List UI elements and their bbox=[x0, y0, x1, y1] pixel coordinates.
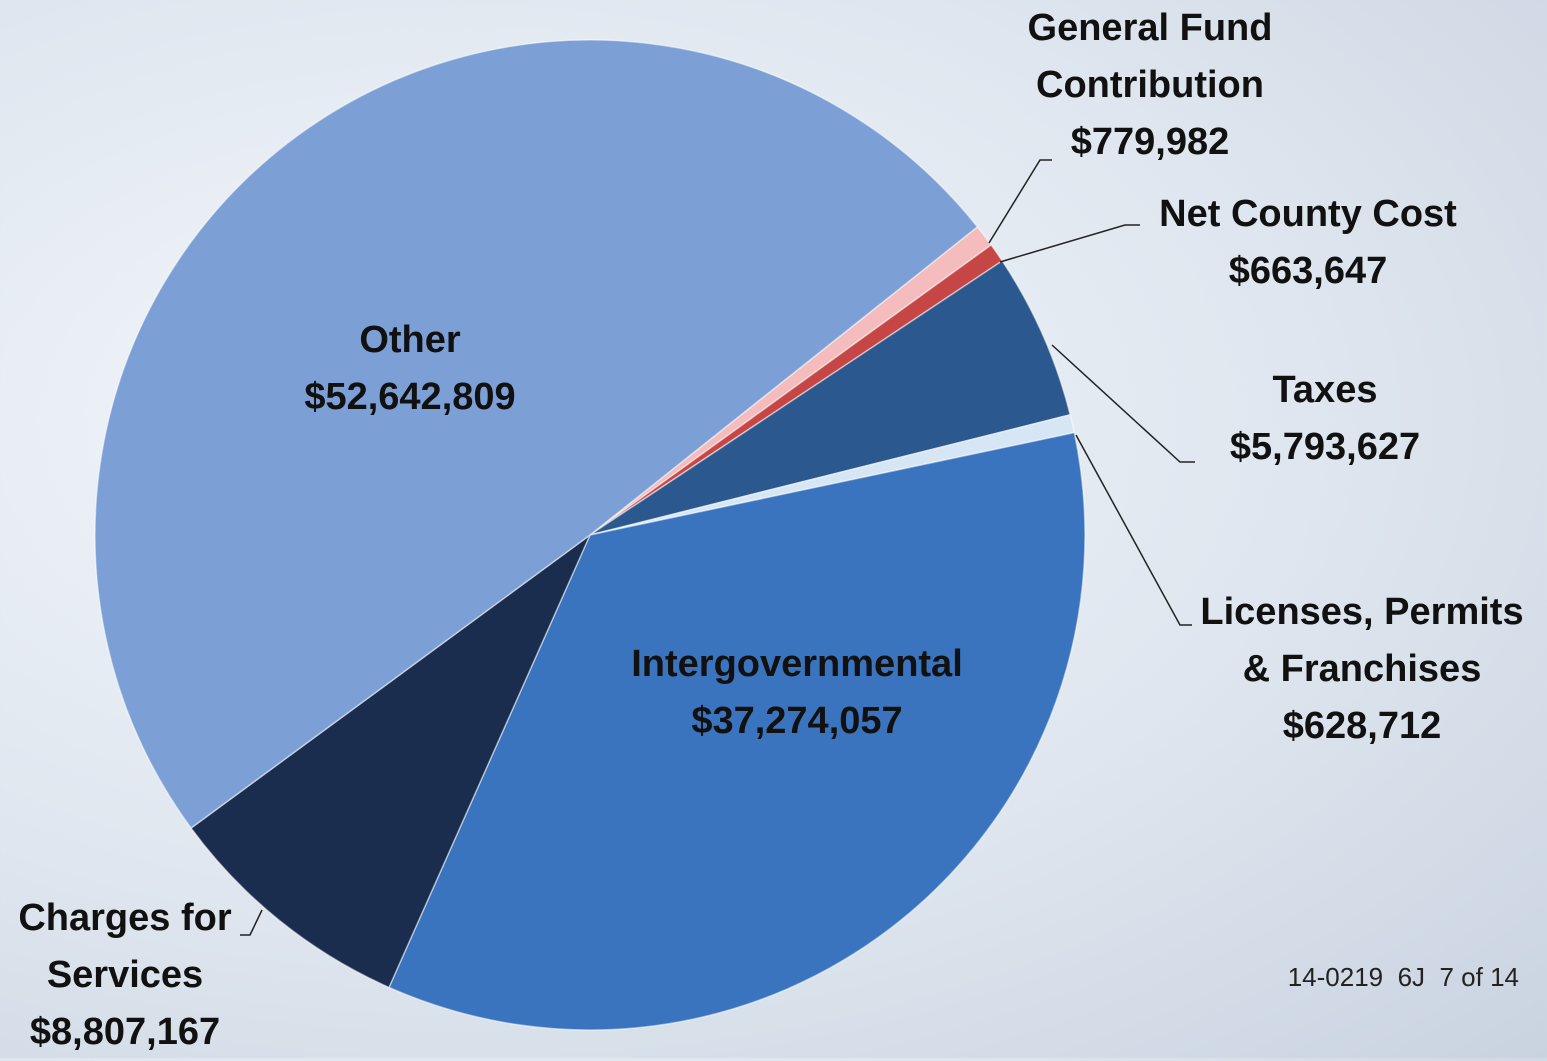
leader-line bbox=[989, 160, 1052, 243]
slice-label: Taxes$5,793,627 bbox=[1165, 362, 1485, 476]
slice-label: Net County Cost$663,647 bbox=[1098, 186, 1518, 300]
slice-label: Intergovernmental$37,274,057 bbox=[587, 636, 1007, 750]
category-label: Intergovernmental bbox=[587, 636, 1007, 693]
value-label: $663,647 bbox=[1098, 243, 1518, 300]
value-label: $628,712 bbox=[1182, 698, 1542, 755]
value-label: $5,793,627 bbox=[1165, 419, 1485, 476]
footer: 14-0219 6J 7 of 14 bbox=[1288, 962, 1519, 993]
category-label: Taxes bbox=[1165, 362, 1485, 419]
slice-label: Licenses, Permits & Franchises$628,712 bbox=[1182, 584, 1542, 755]
category-label: Licenses, Permits & Franchises bbox=[1182, 584, 1542, 698]
category-label: General Fund Contribution bbox=[990, 0, 1310, 114]
category-label: Net County Cost bbox=[1098, 186, 1518, 243]
slice-label: General Fund Contribution$779,982 bbox=[990, 0, 1310, 171]
category-label: Charges for Services bbox=[0, 890, 250, 1004]
slice-label: Other$52,642,809 bbox=[250, 312, 570, 426]
page: 14-0219 6J 7 of 14 (() => { const data =… bbox=[0, 0, 1547, 1058]
value-label: $37,274,057 bbox=[587, 693, 1007, 750]
value-label: $779,982 bbox=[990, 114, 1310, 171]
slice-label: Charges for Services$8,807,167 bbox=[0, 890, 250, 1061]
category-label: Other bbox=[250, 312, 570, 369]
value-label: $52,642,809 bbox=[250, 369, 570, 426]
value-label: $8,807,167 bbox=[0, 1004, 250, 1061]
